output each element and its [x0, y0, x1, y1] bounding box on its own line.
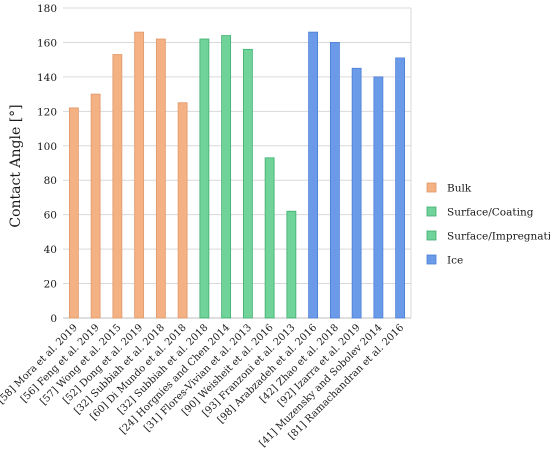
legend-label: Surface/Impregnation — [447, 231, 550, 243]
bar — [177, 102, 188, 319]
bar — [308, 31, 319, 319]
y-tick-label: 180 — [37, 3, 57, 15]
bar — [112, 54, 123, 319]
y-tick-label: 140 — [37, 72, 57, 84]
bar — [199, 38, 210, 319]
y-tick-label: 60 — [44, 210, 57, 222]
bar — [264, 157, 275, 319]
bar — [373, 76, 384, 319]
legend-label: Ice — [447, 255, 463, 267]
y-axis-title: Contact Angle [°] — [8, 104, 24, 227]
bar — [242, 48, 253, 319]
bars — [68, 31, 406, 319]
bar — [155, 38, 166, 319]
legend-label: Bulk — [447, 183, 472, 195]
bar — [221, 35, 232, 319]
legend-label: Surface/Coating — [447, 207, 534, 219]
y-tick-label: 160 — [37, 37, 57, 49]
y-tick-label: 120 — [37, 106, 57, 118]
legend-swatch — [426, 206, 437, 217]
bar — [395, 57, 406, 319]
y-tick-label: 100 — [37, 141, 57, 153]
legend-swatch — [426, 230, 437, 241]
legend: Bulk Surface/Coating Surface/Impregnation I… — [426, 182, 550, 267]
bar — [351, 67, 362, 319]
bar — [286, 210, 297, 319]
bar — [329, 42, 340, 319]
bar — [134, 31, 145, 319]
y-tick-label: 20 — [44, 279, 57, 291]
y-tick-label: 0 — [50, 313, 57, 325]
y-tick-label: 80 — [44, 175, 57, 187]
legend-swatch — [426, 254, 437, 265]
y-tick-label: 40 — [44, 244, 57, 256]
legend-swatch — [426, 182, 437, 193]
bar — [90, 93, 101, 319]
bar — [68, 107, 79, 319]
